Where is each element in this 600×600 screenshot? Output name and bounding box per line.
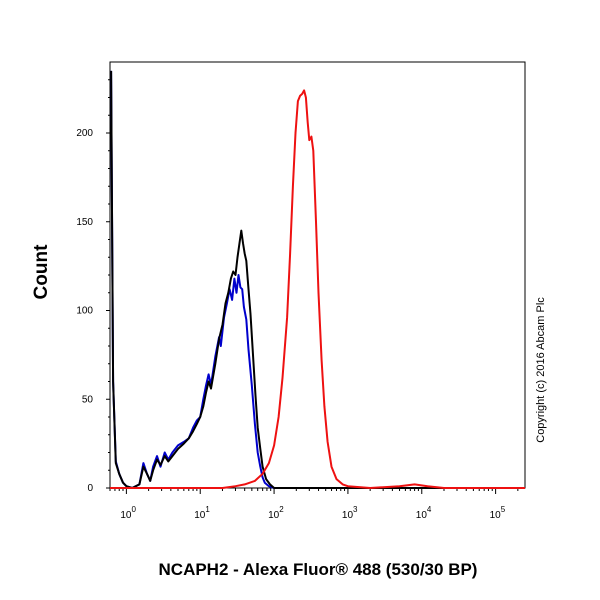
x-axis-title: NCAPH2 - Alexa Fluor® 488 (530/30 BP) — [159, 560, 478, 579]
x-tick-label: 103 — [342, 505, 358, 521]
y-tick-label: 50 — [82, 394, 94, 405]
y-tick-label: 0 — [87, 483, 93, 494]
x-tick-label: 104 — [416, 505, 432, 521]
x-axis-ticks: 100 101 102 103 104 105 — [109, 488, 519, 521]
x-tick-label: 102 — [268, 505, 284, 521]
x-tick-label: 101 — [194, 505, 210, 521]
series-line-1 — [110, 70, 525, 489]
y-tick-label: 150 — [76, 217, 93, 228]
y-tick-label: 200 — [76, 128, 93, 139]
x-tick-label: 100 — [120, 505, 136, 521]
x-tick-label: 105 — [490, 505, 506, 521]
histogram-series — [110, 70, 525, 489]
series-line-2 — [110, 70, 525, 489]
y-axis-ticks: 0 50 100 150 200 — [76, 79, 110, 494]
y-axis-title: Count — [31, 244, 52, 300]
copyright-annotation: Copyright (c) 2016 Abcam Plc — [535, 297, 547, 443]
y-tick-label: 100 — [76, 306, 93, 317]
series-line-3 — [110, 89, 525, 489]
